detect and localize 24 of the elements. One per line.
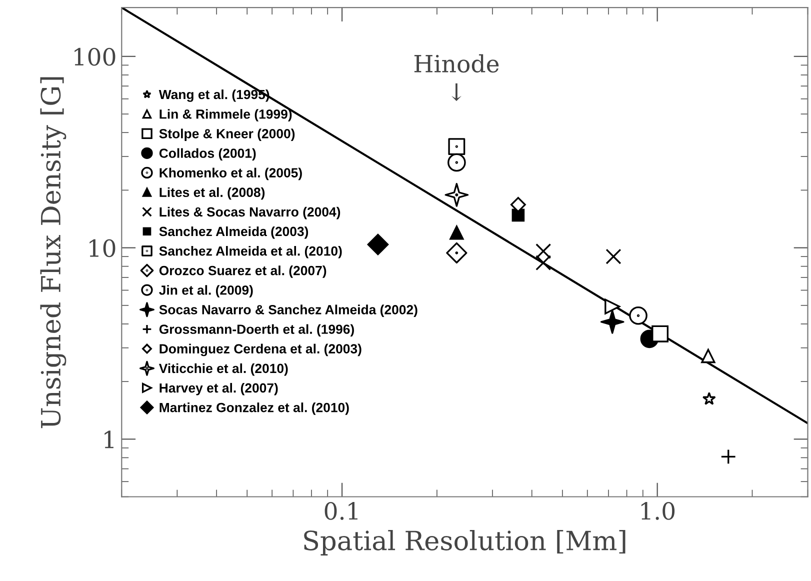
legend-label: Khomenko et al. (2005) (160, 168, 302, 180)
legend-label: Collados (2001) (159, 148, 256, 161)
legend-label: Jin et al. (2009) (159, 285, 253, 298)
annotation: Hinode ↓ (414, 54, 499, 101)
legend-label: Lites & Socas Navarro (2004) (160, 206, 340, 220)
legend-label: Grossmann-Doerth et al. (1996) (159, 324, 354, 337)
x-tick-label: 0.1 (324, 502, 358, 520)
legend-label: Socas Navarro & Sanchez Almeida (2002) (159, 304, 418, 317)
legend-label: Martinez Gonzalez et al. (2010) (160, 402, 349, 415)
y-tick-label: 1 (104, 430, 114, 448)
legend-label: Sanchez Almeida (2003) (159, 226, 308, 239)
x-tick-label: 1.0 (641, 502, 675, 520)
legend-label: Orozco Suarez et al. (2007) (159, 266, 326, 278)
legend-label: Viticchie et al. (2010) (158, 363, 288, 376)
y-tick-label: 100 (74, 48, 116, 66)
legend-label: Lin & Rimmele (1999) (160, 109, 292, 122)
legend-label: Sanchez Almeida et al. (2010) (159, 246, 342, 258)
legend-label: Harvey et al. (2007) (160, 382, 278, 396)
x-axis-title: Spatial Resolution [Mm] (304, 530, 626, 556)
legend-label: Lites et al. (2008) (160, 187, 265, 200)
legend-label: Stolpe & Kneer (2000) (159, 128, 295, 141)
legend-label: Dominguez Cerdena et al. (2003) (160, 344, 362, 356)
y-tick-label: 10 (90, 239, 116, 258)
y-axis-title: Unsigned Flux Density [G] (40, 77, 66, 428)
